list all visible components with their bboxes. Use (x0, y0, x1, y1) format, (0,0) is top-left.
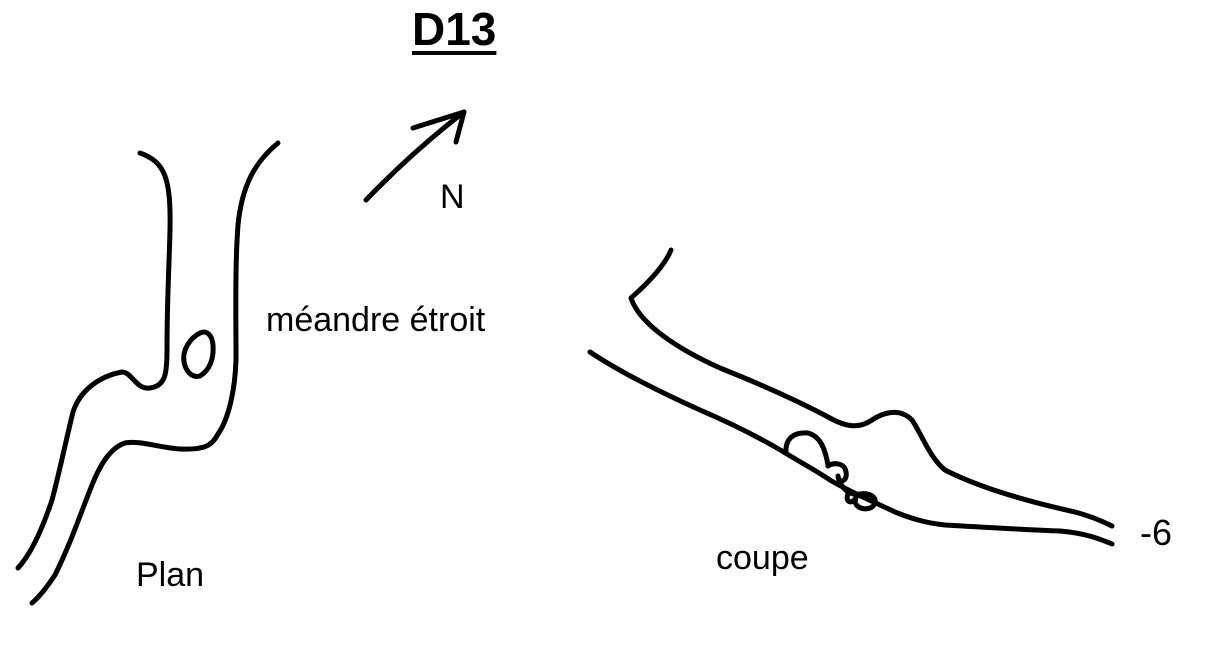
section-view (587, 247, 1115, 547)
plan-view (15, 140, 281, 606)
north-arrow-icon (363, 109, 467, 203)
plan-right-wall (29, 140, 281, 606)
passage-label: méandre étroit (266, 301, 486, 339)
plan-left-wall (15, 150, 173, 571)
north-arrow-shaft (363, 109, 467, 203)
section-label: coupe (716, 539, 809, 577)
section-block (783, 430, 831, 468)
section-floor (587, 349, 1115, 547)
section-ceiling (628, 247, 1115, 529)
section-rubble (825, 461, 878, 512)
page-title: D13 (412, 3, 497, 55)
depth-label: -6 (1140, 512, 1173, 553)
north-arrow-head (410, 109, 467, 145)
north-label: N (440, 178, 465, 216)
plan-pillar (181, 329, 216, 379)
plan-label: Plan (136, 556, 205, 594)
